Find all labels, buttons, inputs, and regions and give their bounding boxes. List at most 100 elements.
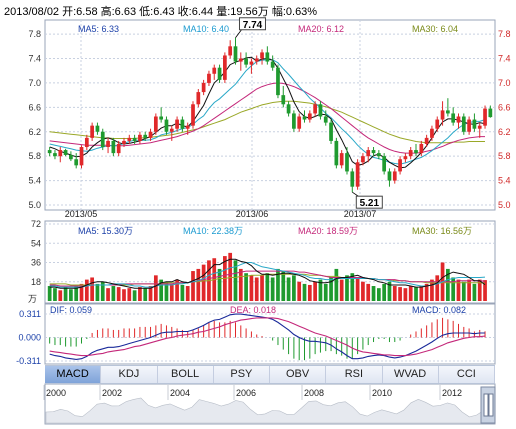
price-legend-ma30: MA30: 6.04 — [412, 24, 458, 34]
candle — [270, 55, 275, 71]
candle — [345, 147, 349, 175]
volume-bar — [233, 260, 238, 301]
candle — [307, 110, 312, 123]
candle — [159, 107, 164, 123]
volume-bar — [329, 277, 333, 301]
volume-bar — [403, 288, 408, 301]
candle — [95, 122, 100, 135]
candle — [212, 64, 217, 80]
candle — [403, 153, 408, 163]
timeline-label: 2006 — [236, 388, 256, 398]
volume-bar — [350, 273, 355, 301]
tab-macd[interactable]: MACD — [45, 366, 102, 383]
volume-bar — [302, 283, 307, 301]
quote-header: 2013/08/02 开:6.58 高:6.63 低:6.43 收:6.44 量… — [4, 6, 318, 18]
macd-histogram — [49, 317, 486, 361]
macd-axis: 0.311 0.000 -0.311 — [16, 309, 41, 366]
candle — [398, 156, 402, 175]
price-x-tick: 2013/06 — [236, 209, 269, 219]
candle — [451, 107, 456, 126]
tab-boll[interactable]: BOLL — [158, 366, 214, 383]
price-tick-left: 5.0 — [28, 200, 41, 210]
candle — [196, 89, 201, 108]
tab-psy[interactable]: PSY — [214, 366, 270, 383]
candle — [90, 122, 94, 141]
volume-bar — [461, 281, 466, 301]
candle — [276, 64, 280, 99]
annotation-box — [238, 17, 266, 31]
price-legend: MA5: 6.33 MA10: 6.40 MA20: 6.12 MA30: 6.04 — [78, 24, 458, 34]
candle — [334, 137, 339, 169]
price-x-tick: 2013/05 — [65, 209, 98, 219]
volume-legend: MA5: 15.30万 MA10: 22.38万 MA20: 18.59万 MA30:… — [78, 226, 472, 236]
macd-tick: 0.311 — [19, 309, 41, 319]
price-x-axis: 2013/05 2013/06 2013/07 — [65, 209, 377, 219]
annotation-box — [355, 195, 383, 209]
volume-bar — [424, 283, 429, 301]
price-tick-left: 7.0 — [28, 78, 41, 88]
volume-bar — [63, 287, 68, 301]
candle — [249, 58, 254, 74]
annotation-label: 7.74 — [243, 20, 263, 31]
volume-bar — [398, 287, 402, 301]
candlestick-series — [47, 37, 493, 193]
volume-bar — [100, 281, 105, 301]
candle — [435, 116, 440, 132]
volume-bar — [191, 271, 195, 301]
candle — [53, 150, 57, 160]
volume-bar — [74, 284, 79, 301]
volume-bar — [132, 290, 137, 301]
candle — [424, 134, 429, 148]
candle — [350, 168, 355, 193]
candle — [116, 140, 121, 157]
tab-wvad[interactable]: WVAD — [383, 366, 439, 383]
price-tick-right: 5.4 — [498, 176, 511, 186]
timeline-left-handle[interactable] — [483, 393, 489, 417]
candle — [286, 101, 291, 117]
price-tick-left: 7.4 — [28, 54, 41, 64]
volume-bar — [249, 275, 254, 301]
tab-rsi[interactable]: RSI — [326, 366, 383, 383]
price-legend-ma20: MA20: 6.12 — [298, 24, 344, 34]
candle — [185, 122, 190, 135]
candle — [318, 101, 323, 120]
volume-bar — [483, 280, 487, 301]
price-axis-right: 7.8 7.4 7.0 6.6 6.2 5.8 5.4 5.0 — [498, 29, 511, 210]
price-tick-left: 5.8 — [28, 151, 41, 161]
candle — [329, 119, 333, 144]
timeline-right-handle[interactable] — [488, 393, 494, 417]
price-annotations: 7.74 5.21 — [235, 17, 383, 209]
price-ma30-line — [49, 100, 485, 144]
volume-bar — [254, 277, 259, 301]
candle — [238, 52, 243, 71]
volume-bar — [159, 279, 164, 301]
candle — [164, 116, 169, 135]
volume-bar — [228, 252, 233, 301]
volume-bar — [180, 284, 185, 301]
candle — [74, 153, 79, 169]
candle — [419, 140, 424, 157]
volume-bar — [414, 287, 418, 301]
volume-bar — [138, 287, 142, 301]
volume-bar — [84, 279, 89, 301]
volume-bar — [175, 279, 179, 301]
price-legend-ma5: MA5: 6.33 — [78, 24, 119, 34]
volume-bar — [366, 283, 371, 301]
candle — [122, 137, 126, 148]
candle — [387, 168, 392, 187]
candle — [371, 147, 376, 157]
tab-kdj[interactable]: KDJ — [101, 366, 158, 383]
price-tick-left: 5.4 — [28, 176, 41, 186]
candle — [488, 105, 493, 118]
macd-legend-dif: DIF: 0.059 — [50, 305, 92, 315]
volume-axis: 72 54 36 18 万 — [28, 219, 41, 304]
price-tick-right: 6.2 — [498, 127, 511, 137]
price-tick-left: 7.8 — [28, 29, 41, 39]
tab-cci[interactable]: CCI — [439, 366, 495, 383]
candle — [79, 145, 84, 169]
tab-obv[interactable]: OBV — [270, 366, 327, 383]
macd-legend: DIF: 0.059 DEA: 0.018 MACD: 0.082 — [50, 305, 466, 315]
volume-bar — [69, 289, 73, 301]
candle — [292, 110, 296, 132]
